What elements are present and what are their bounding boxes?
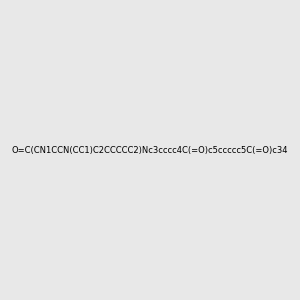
Text: O=C(CN1CCN(CC1)C2CCCCC2)Nc3cccc4C(=O)c5ccccc5C(=O)c34: O=C(CN1CCN(CC1)C2CCCCC2)Nc3cccc4C(=O)c5c… — [12, 146, 288, 154]
